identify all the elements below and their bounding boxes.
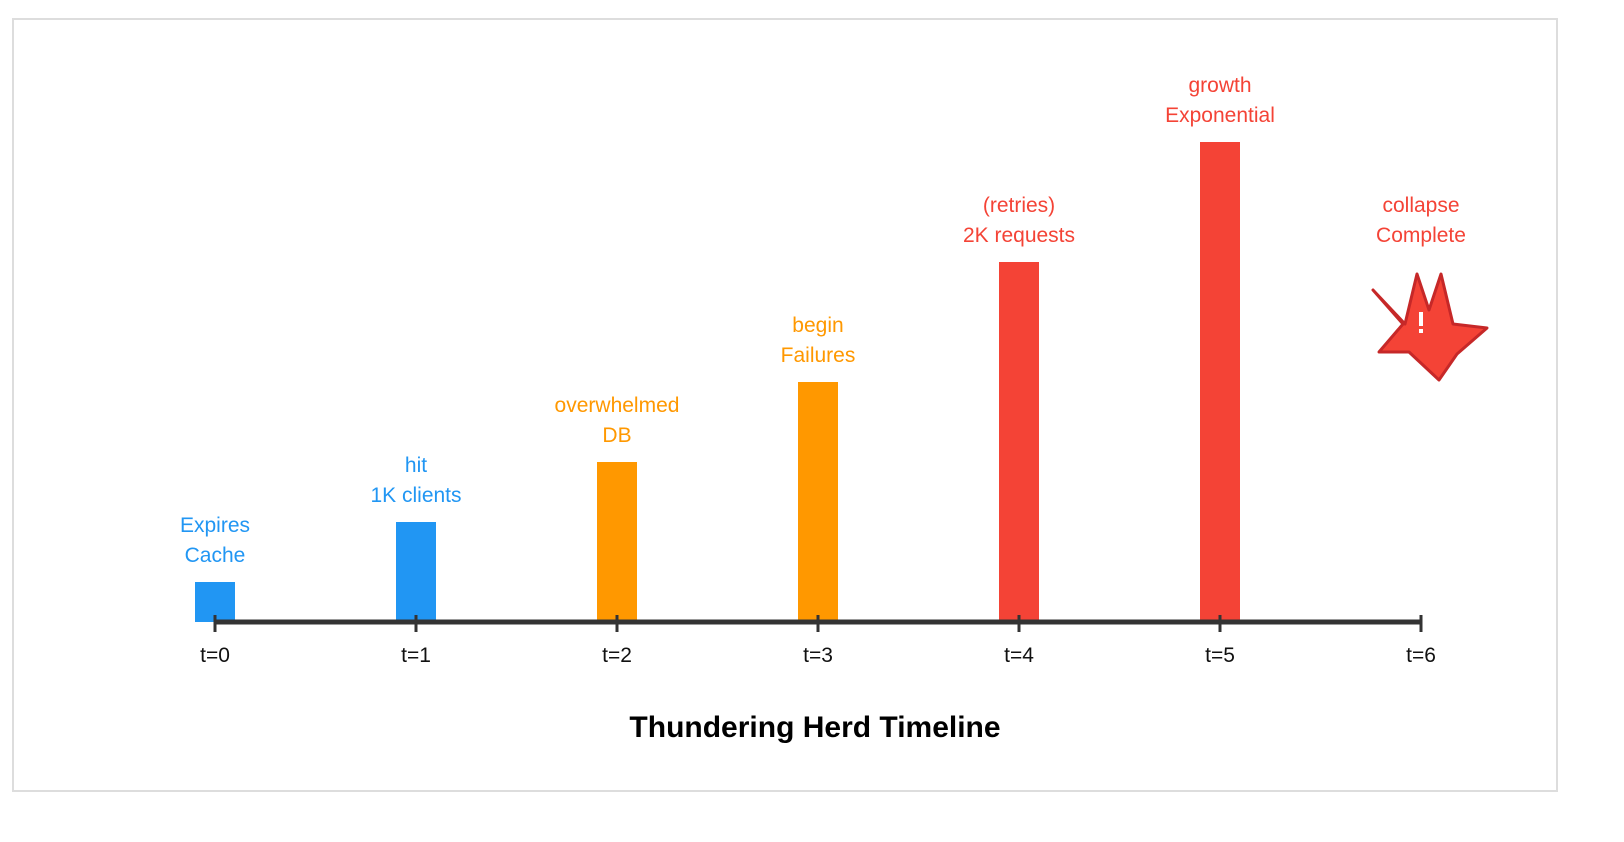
- tick-label: t=6: [1406, 644, 1436, 667]
- tick-label: t=2: [602, 644, 632, 667]
- annotation-label: 2K requests: [963, 224, 1075, 247]
- annotation-label: Cache: [185, 544, 246, 567]
- annotation-label: Failures: [781, 344, 856, 367]
- bars-layer: [195, 142, 1240, 622]
- annotation-label: growth: [1188, 74, 1251, 97]
- bar: [396, 522, 436, 622]
- annotation-label: Complete: [1376, 224, 1466, 247]
- bar: [1200, 142, 1240, 622]
- annotation-label: Expires: [180, 514, 250, 537]
- explosion-shape: [1371, 272, 1489, 382]
- bar: [798, 382, 838, 622]
- bar: [597, 462, 637, 622]
- annotation-label: DB: [602, 424, 631, 447]
- exclamation-dot: [1419, 329, 1423, 333]
- annotations-layer: Expires Cache hit 1K clients overwhelmed DB be…: [180, 74, 1466, 567]
- annotation-label: overwhelmed: [555, 394, 680, 417]
- chart-frame: [12, 18, 1558, 792]
- explosion-icon: [1371, 272, 1489, 382]
- ticks-layer: t=0 t=1 t=2 t=3 t=4 t=5 t=6: [200, 615, 1436, 667]
- annotation-label: collapse: [1382, 194, 1459, 217]
- tick-label: t=1: [401, 644, 431, 667]
- tick-label: t=4: [1004, 644, 1034, 667]
- annotation-label: Exponential: [1165, 104, 1275, 127]
- tick-label: t=5: [1205, 644, 1235, 667]
- annotation-label: (retries): [983, 194, 1055, 217]
- tick-label: t=3: [803, 644, 833, 667]
- annotation-label: hit: [405, 454, 427, 477]
- bar: [999, 262, 1039, 622]
- annotation-label: 1K clients: [370, 484, 461, 507]
- tick-label: t=0: [200, 644, 230, 667]
- icon-layer: [1371, 272, 1489, 382]
- exclamation-mark: [1419, 312, 1423, 326]
- chart-title: Thundering Herd Timeline: [629, 711, 1000, 744]
- annotation-label: begin: [792, 314, 843, 337]
